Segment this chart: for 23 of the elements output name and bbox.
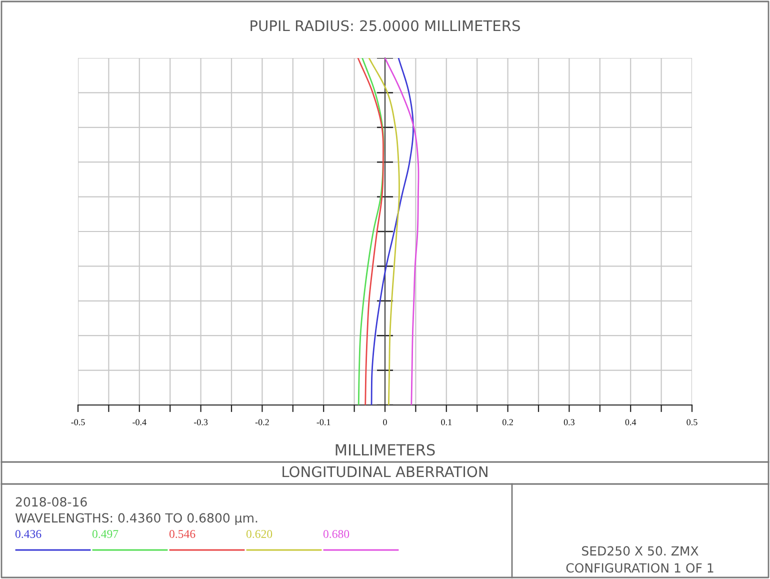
text: 2018-08-16: [16, 497, 87, 507]
x-tick-label: -0.5: [71, 419, 85, 426]
x-tick-label: 0.1: [441, 419, 452, 426]
chart-subtitle: PUPIL RADIUS: 25.0000 MILLIMETERS: [250, 20, 520, 32]
x-tick-label: 0.4: [625, 419, 636, 426]
x-axis-title: MILLIMETERS: [336, 444, 435, 456]
text: 0.436: [15, 530, 42, 538]
x-tick-label: 0.2: [502, 419, 513, 426]
x-tick-label: -0.3: [194, 419, 208, 426]
text: 0.497: [92, 530, 118, 538]
text: SED250 X 50. ZMX: [582, 546, 698, 556]
x-tick-label: -0.2: [255, 419, 269, 426]
text: CONFIGURATION 1 OF 1: [566, 563, 714, 573]
text: LONGITUDINAL ABERRATION: [282, 466, 488, 478]
text: 0.546: [169, 530, 196, 538]
x-tick-label: 0.3: [564, 419, 574, 426]
x-tick-label: 0: [383, 419, 387, 426]
text: WAVELENGTHS: 0.4360 TO 0.6800 µm.: [15, 513, 258, 526]
x-tick-label: 0.5: [686, 419, 698, 426]
text: 0.680: [323, 530, 350, 538]
text: 0.620: [246, 530, 272, 538]
x-tick-label: -0.4: [132, 419, 146, 426]
x-tick-label: -0.1: [316, 419, 330, 426]
